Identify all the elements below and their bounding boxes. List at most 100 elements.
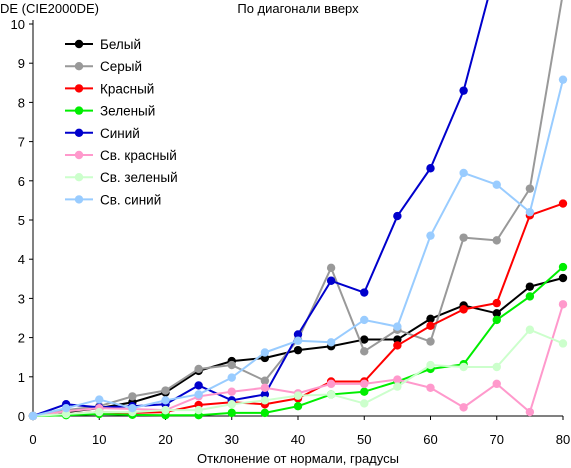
data-point [558, 199, 568, 208]
data-point [426, 314, 435, 323]
data-point [492, 315, 501, 325]
legend-swatch-marker [74, 39, 84, 49]
data-point [293, 336, 303, 345]
data-point [326, 263, 336, 273]
data-point [128, 392, 137, 401]
data-point [326, 276, 336, 285]
legend-item: Синий [65, 126, 140, 141]
legend-swatch-marker [74, 128, 84, 137]
legend-label: Серый [100, 59, 142, 74]
data-point [260, 348, 270, 357]
data-point [426, 321, 435, 331]
legend-swatch-marker [74, 173, 84, 182]
data-point [128, 403, 137, 413]
data-point [260, 383, 270, 392]
legend-label: Синий [100, 126, 140, 141]
data-point [360, 399, 369, 408]
data-point [459, 233, 468, 242]
data-point [293, 402, 303, 411]
x-tick-label: 10 [92, 432, 106, 447]
data-point [426, 164, 435, 173]
y-tick-label: 5 [18, 213, 25, 228]
legend-swatch-marker [74, 150, 84, 160]
data-point [525, 292, 535, 301]
data-point [360, 379, 369, 389]
data-point [525, 184, 535, 193]
data-point [326, 338, 336, 347]
data-point [28, 411, 38, 421]
data-point [459, 86, 468, 95]
data-point [227, 360, 236, 370]
data-point [161, 405, 170, 415]
x-tick-label: 0 [29, 432, 36, 447]
series-layer [28, 0, 568, 421]
legend-swatch-marker [74, 84, 84, 93]
data-point [61, 409, 71, 419]
data-point [492, 298, 501, 308]
data-point [95, 407, 104, 417]
x-tick-label: 40 [291, 432, 305, 447]
data-point [194, 390, 203, 399]
y-tick-label: 4 [18, 252, 25, 267]
data-point [525, 407, 535, 417]
data-point [293, 345, 303, 355]
data-point [459, 168, 468, 178]
x-tick-label: 70 [490, 432, 504, 447]
y-tick-label: 0 [18, 409, 25, 424]
data-point [393, 341, 402, 350]
data-point [426, 360, 435, 370]
data-point [360, 387, 369, 396]
data-point [426, 383, 435, 392]
data-point [326, 390, 336, 399]
data-point [558, 339, 568, 348]
y-tick-label: 1 [18, 370, 25, 385]
data-point [360, 335, 369, 344]
data-point [492, 362, 501, 372]
data-point [260, 376, 270, 385]
data-point [227, 400, 236, 409]
y-tick-label: 3 [18, 291, 25, 306]
x-axis-label: Отклонение от нормали, градусы [197, 451, 399, 466]
data-point [227, 408, 236, 418]
data-point [393, 375, 402, 384]
axes: 0 1 2 3 4 5 6 7 8 9 10 0 10 20 30 40 50 60 70 80 [11, 17, 571, 447]
legend-swatch-marker [74, 195, 84, 204]
x-tick-label: 60 [423, 432, 437, 447]
legend-label: Св. синий [100, 192, 161, 207]
y-tick-label: 2 [18, 331, 25, 346]
y-tick-label: 8 [18, 95, 25, 110]
data-point [360, 315, 369, 325]
x-tick-label: 50 [357, 432, 371, 447]
data-point [558, 262, 568, 272]
legend: Белый Серый Красный Зеленый Синий Св. красный… [65, 37, 178, 207]
legend-item: Красный [65, 81, 154, 96]
legend-item: Св. красный [65, 148, 177, 163]
data-point [558, 300, 568, 309]
data-point [161, 386, 170, 395]
data-point [393, 335, 402, 344]
data-point [260, 390, 270, 399]
data-point [492, 236, 501, 245]
data-point [293, 330, 303, 339]
data-point [326, 379, 336, 389]
data-point [194, 381, 203, 390]
data-point [393, 211, 402, 221]
data-point [360, 288, 369, 297]
data-point [525, 207, 535, 217]
data-point [194, 405, 203, 415]
y-tick-label: 7 [18, 135, 25, 150]
series-3 [28, 199, 568, 421]
legend-item: Зеленый [65, 104, 155, 119]
x-tick-label: 20 [158, 432, 172, 447]
y-axis-label: DE (CIE2000DE) [0, 1, 99, 16]
data-point [393, 322, 402, 331]
legend-label: Красный [100, 81, 154, 96]
data-point [459, 362, 468, 372]
legend-item: Белый [65, 37, 141, 52]
data-point [227, 387, 236, 396]
data-point [260, 408, 270, 418]
data-point [525, 325, 535, 334]
legend-item: Св. зеленый [65, 170, 178, 185]
data-point [393, 382, 402, 391]
